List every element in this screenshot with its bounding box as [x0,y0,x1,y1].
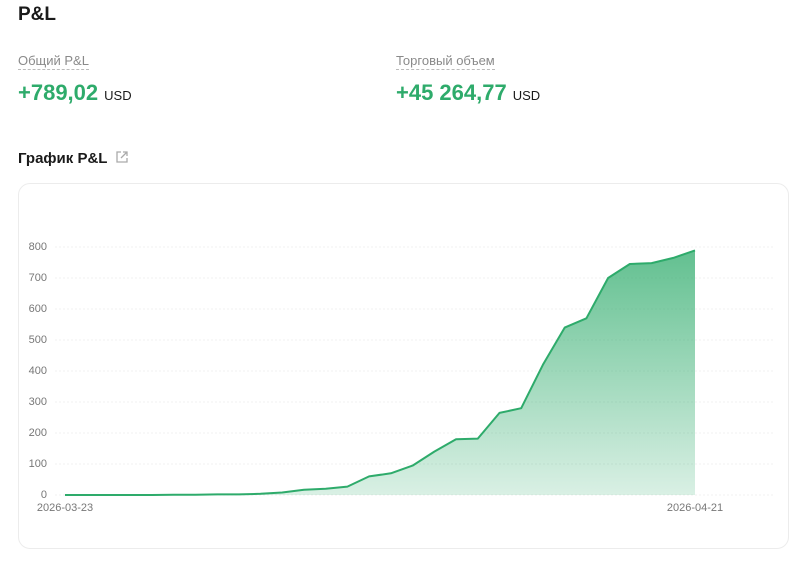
y-tick-label: 0 [41,489,47,501]
y-tick-label: 700 [29,272,47,284]
metric-label: Общий P&L [18,53,89,70]
section-title: График P&L [18,150,129,167]
section-title-text: График P&L [18,150,108,167]
x-tick-label: 2026-03-23 [37,502,93,514]
y-tick-label: 500 [29,334,47,346]
external-link-icon[interactable] [115,150,129,164]
y-tick-label: 800 [29,241,47,253]
metric-value: +789,02 [18,80,99,105]
area-fill [65,250,695,495]
metric-unit: USD [104,88,132,103]
x-tick-label: 2026-04-21 [667,502,723,514]
y-tick-label: 600 [29,303,47,315]
metric-value: +45 264,77 [396,80,507,105]
metric: Торговый объем +45 264,77 USD [396,52,540,106]
metric-label: Торговый объем [396,53,495,70]
chart-card [18,183,789,549]
y-tick-label: 300 [29,396,47,408]
page-title: P&L [18,4,56,25]
y-tick-label: 200 [29,427,47,439]
metric-unit: USD [512,88,541,103]
line [65,249,696,496]
y-tick-label: 400 [29,365,47,377]
y-tick-label: 100 [29,458,47,470]
metric: Общий P&L +789,02 USD [18,52,132,106]
